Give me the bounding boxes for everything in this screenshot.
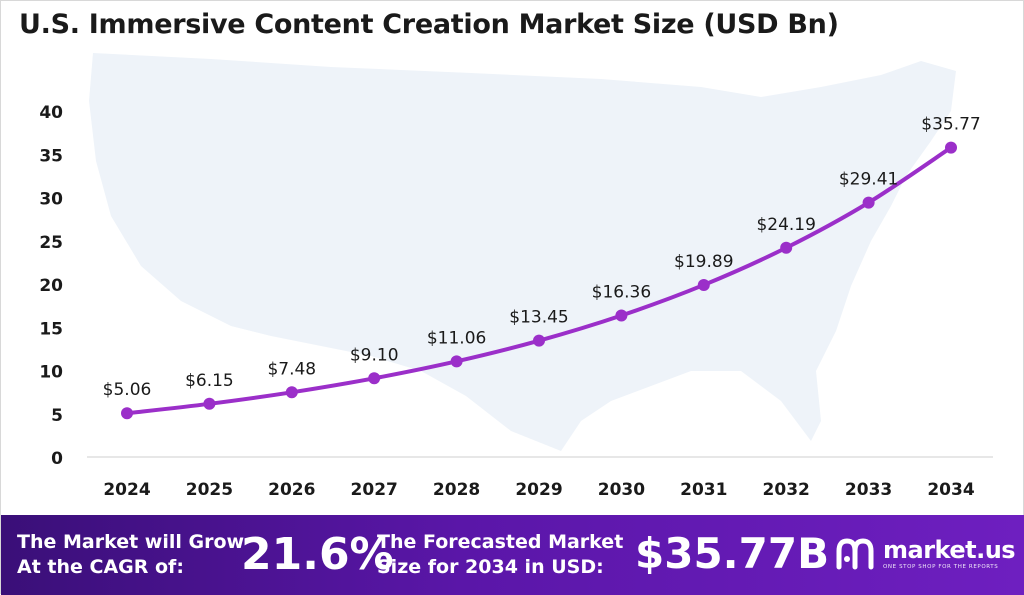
brand-logo: market.us ONE STOP SHOP FOR THE REPORTS	[835, 536, 1016, 571]
data-point	[615, 309, 628, 322]
brand-name: market.us	[883, 536, 1016, 564]
data-label: $13.45	[509, 308, 568, 328]
forecast-label: The Forecasted Market Size for 2034 in U…	[377, 530, 623, 580]
data-label: $5.06	[103, 380, 152, 400]
x-tick-label: 2032	[763, 480, 810, 500]
data-point	[780, 241, 793, 254]
x-tick-label: 2033	[845, 480, 892, 500]
x-tick-label: 2025	[186, 480, 233, 500]
market-us-logo-icon	[836, 538, 874, 570]
y-tick-label: 35	[39, 146, 63, 166]
y-tick-label: 5	[51, 406, 63, 426]
cagr-label-line2: At the CAGR of:	[17, 556, 184, 578]
x-tick-label: 2024	[103, 480, 150, 500]
data-point	[450, 355, 463, 368]
x-tick-label: 2030	[598, 480, 645, 500]
cagr-label: The Market will Grow At the CAGR of:	[17, 530, 244, 580]
forecast-label-line2: Size for 2034 in USD:	[377, 556, 604, 578]
data-label: $19.89	[674, 252, 733, 272]
data-label: $6.15	[185, 371, 234, 391]
data-point	[945, 141, 957, 154]
footer-banner: The Market will Grow At the CAGR of: 21.…	[1, 515, 1024, 595]
x-tick-label: 2031	[680, 480, 727, 500]
brand-tagline: ONE STOP SHOP FOR THE REPORTS	[883, 564, 999, 570]
y-tick-label: 15	[39, 319, 63, 339]
data-label: $9.10	[350, 345, 399, 365]
data-label: $7.48	[267, 359, 316, 379]
chart-title: U.S. Immersive Content Creation Market S…	[19, 9, 839, 40]
data-point	[697, 278, 710, 291]
data-point	[862, 196, 875, 209]
y-tick-label: 30	[39, 190, 63, 210]
x-tick-label: 2028	[433, 480, 480, 500]
data-point	[368, 372, 381, 385]
data-label: $24.19	[756, 215, 815, 235]
data-label: $11.06	[427, 328, 486, 348]
data-point	[203, 397, 216, 410]
y-tick-label: 20	[39, 276, 63, 296]
x-tick-label: 2026	[268, 480, 315, 500]
data-point	[121, 407, 133, 420]
y-tick-label: 10	[39, 363, 63, 383]
data-point	[285, 386, 298, 399]
data-label: $29.41	[839, 170, 898, 190]
cagr-label-line1: The Market will Grow	[17, 531, 245, 553]
us-map-silhouette	[89, 53, 956, 451]
y-tick-label: 0	[51, 449, 63, 469]
y-tick-label: 25	[39, 233, 63, 253]
data-label: $35.77	[921, 115, 980, 135]
forecast-value: $35.77B	[635, 529, 830, 578]
cagr-value: 21.6%	[241, 529, 394, 580]
data-label: $16.36	[592, 282, 651, 302]
x-tick-label: 2029	[515, 480, 562, 500]
x-tick-label: 2027	[351, 480, 398, 500]
y-tick-label: 40	[39, 103, 63, 123]
x-tick-label: 2034	[927, 480, 974, 500]
data-point	[533, 334, 545, 347]
forecast-label-line1: The Forecasted Market	[377, 531, 624, 553]
